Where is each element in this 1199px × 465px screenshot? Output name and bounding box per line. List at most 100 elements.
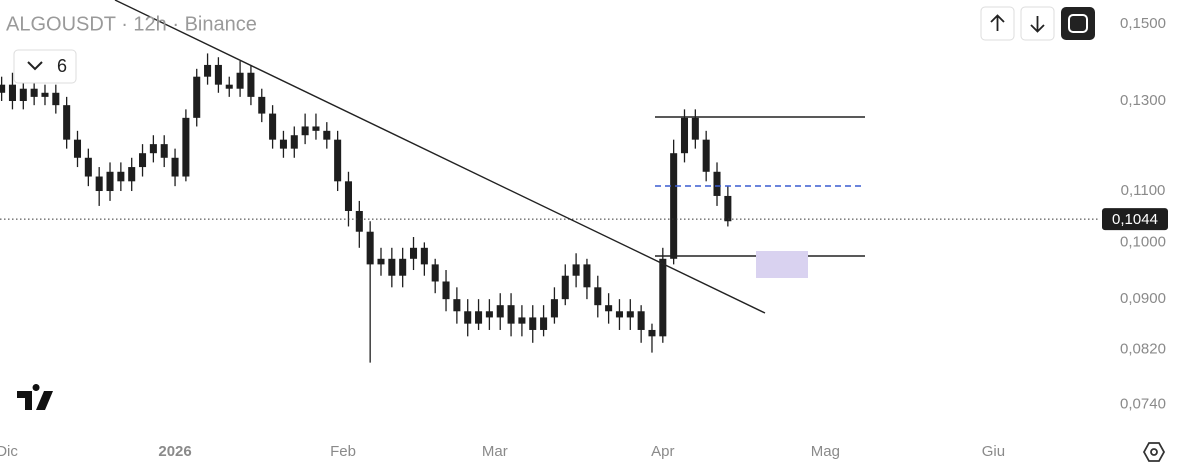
candle-body: [139, 153, 147, 168]
y-tick-label: 0,0820: [1120, 340, 1166, 357]
target-zone: [756, 251, 808, 278]
candle-body: [724, 195, 732, 222]
candle-body: [691, 117, 699, 140]
plot: 0,1500 0,1300 0,1100 0,1000 0,0900 0,0820 0,07…: [0, 15, 1168, 460]
candle-body: [312, 126, 320, 131]
symbol-title: ALGOUSDT · 12h · Binance: [6, 13, 257, 35]
candle-body: [95, 176, 103, 192]
trend-line: [114, 0, 766, 314]
candle-body: [63, 105, 71, 140]
candle-body: [160, 144, 168, 158]
y-tick-label: 0,1100: [1121, 182, 1166, 199]
candle-body: [323, 130, 331, 140]
candle-body: [128, 167, 136, 182]
candle-body: [204, 64, 212, 77]
candle-body: [540, 317, 548, 330]
candle-body: [301, 126, 309, 136]
candle-body: [507, 305, 515, 324]
x-tick-label: Apr: [651, 443, 674, 460]
candle-body: [399, 258, 407, 276]
y-tick-label: 0,0900: [1120, 290, 1166, 307]
candle-body: [258, 96, 266, 114]
candle-body: [193, 76, 201, 118]
candle-body: [247, 72, 255, 97]
candle-body: [171, 157, 179, 177]
candle-body: [680, 117, 689, 154]
candle-body: [0, 84, 6, 93]
candle-body: [485, 311, 493, 318]
candle-body: [583, 264, 591, 288]
candle-body: [182, 117, 190, 177]
x-tick-label: Mar: [482, 443, 508, 460]
candle-body: [19, 88, 27, 102]
candle-body: [605, 305, 613, 312]
candle-body: [615, 311, 623, 318]
candle-body: [279, 139, 287, 149]
x-tick-label: Feb: [330, 443, 356, 460]
candle-body: [453, 299, 461, 312]
candle-body: [442, 281, 450, 300]
y-tick-label: 0,1500: [1120, 15, 1166, 32]
candle-body: [344, 181, 353, 211]
candle-body: [626, 311, 634, 318]
candle-body: [290, 135, 298, 149]
candle-body: [409, 247, 418, 259]
y-tick-label: 0,0740: [1120, 396, 1166, 413]
candle-body: [529, 317, 537, 330]
indicator-toggle[interactable]: [13, 49, 77, 84]
candle-body: [269, 113, 277, 140]
candle-body: [84, 157, 92, 177]
logo: [17, 384, 53, 410]
last-price-box: [1102, 208, 1168, 231]
candle-body: [420, 247, 428, 265]
down-arrow-icon: [1030, 16, 1045, 33]
candle-body: [8, 84, 16, 102]
candle-body: [475, 311, 483, 324]
up-arrow-icon: [990, 14, 1005, 31]
candle-body: [73, 139, 82, 158]
y-tick-label: 0,1300: [1120, 92, 1166, 109]
fullscreen-icon: [1068, 14, 1088, 33]
candle-body: [431, 264, 439, 282]
candle-body: [236, 72, 244, 89]
indicator-count: 6: [57, 56, 67, 76]
candle-body: [30, 88, 38, 97]
candle-body: [225, 84, 233, 89]
candle-body: [550, 299, 558, 318]
candle-body: [518, 317, 526, 324]
candle-body: [377, 258, 385, 265]
settings-button[interactable]: [1142, 442, 1166, 462]
candle-body: [41, 92, 49, 97]
chevron-icon: [27, 61, 43, 71]
y-tick-label: 0,1000: [1120, 233, 1166, 250]
candle-body: [106, 171, 114, 192]
candle-body: [496, 305, 504, 318]
candle-body: [561, 275, 569, 300]
candle-body: [594, 287, 602, 306]
fullscreen-button[interactable]: [1061, 7, 1095, 40]
candle-body: [648, 329, 656, 337]
candle-body: [702, 139, 710, 172]
candle-body: [388, 258, 396, 276]
x-tick-label: 2026: [158, 443, 191, 460]
candle-body: [572, 264, 580, 276]
candle-body: [214, 64, 222, 85]
candle-body: [334, 139, 342, 182]
x-tick-label: Dic: [0, 443, 18, 460]
candle-body: [659, 258, 667, 337]
candle-body: [355, 210, 363, 232]
candle-body: [637, 311, 645, 330]
x-tick-label: Mag: [811, 443, 840, 460]
last-price-label: 0,1044: [1112, 211, 1158, 228]
candle-body: [464, 311, 472, 324]
candle-body: [713, 171, 721, 196]
candle-body: [670, 153, 678, 259]
x-tick-label: Giu: [982, 443, 1005, 460]
candle-body: [149, 144, 157, 154]
candle-body: [52, 92, 60, 106]
candle-body: [366, 231, 374, 265]
candle-body: [117, 171, 125, 182]
settings-icon: [1150, 448, 1158, 456]
